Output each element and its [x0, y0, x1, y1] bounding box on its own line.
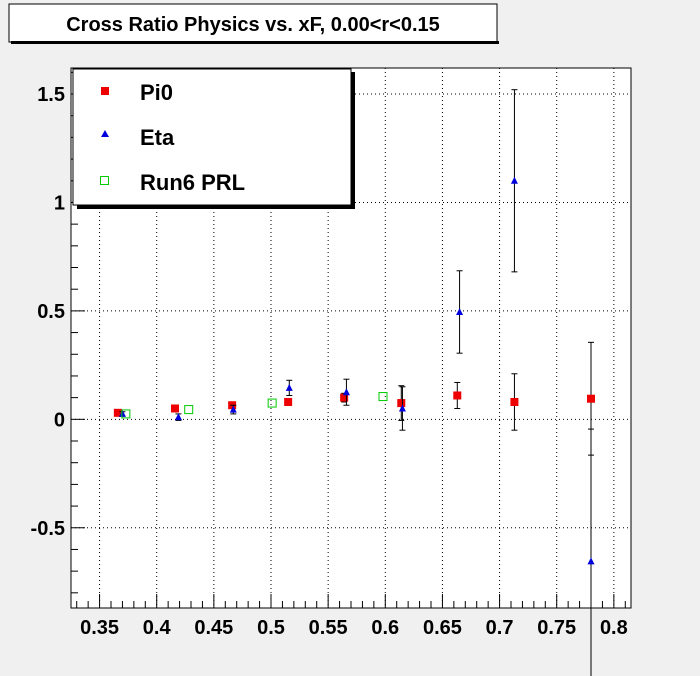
legend-frame [72, 68, 352, 206]
title-box-shadow [11, 41, 499, 44]
y-tick-label: 1.5 [37, 84, 65, 106]
pi0-point [284, 397, 293, 406]
x-tick-label: 0.55 [309, 617, 348, 639]
eta-point [118, 409, 126, 417]
pi0-point [453, 391, 462, 400]
y-tick-label: 1 [54, 192, 65, 214]
eta-point [456, 307, 464, 315]
x-tick-label: 0.45 [194, 617, 233, 639]
title-box-frame [8, 3, 498, 43]
run6-prl-point [267, 398, 277, 408]
legend-marker-eta [101, 130, 109, 137]
legend-label-run6-prl: Run6 PRL [140, 170, 245, 195]
legend-shadow-right [351, 72, 355, 209]
eta-point [342, 388, 350, 396]
run6-prl-point [378, 392, 388, 402]
title-box: Cross Ratio Physics vs. xF, 0.00<r<0.15 [8, 3, 499, 44]
run6-prl-point [184, 405, 194, 415]
pi0-point [397, 399, 406, 408]
pi0-point [587, 394, 595, 403]
legend-marker-run6-prl [100, 176, 109, 185]
eta-point [587, 557, 595, 565]
run6-prl-point [121, 409, 131, 419]
x-tick-label: 0.35 [80, 617, 119, 639]
eta-point [285, 383, 293, 391]
axes: 0.35 0.4 0.45 0.5 0.55 0.6 0.65 0.7 0.75 0.8 -0.5 0… [31, 71, 628, 639]
pi0-point [171, 404, 179, 413]
pi0-point [510, 397, 519, 406]
legend-label-pi0: Pi0 [140, 80, 173, 105]
x-tick-label: 0.6 [371, 617, 399, 639]
eta-point [398, 404, 406, 412]
eta-point [229, 405, 237, 413]
pi0-point [340, 393, 349, 402]
y-tick-label: 0 [54, 409, 65, 431]
y-tick-label: -0.5 [31, 518, 65, 540]
legend-shadow-bottom [77, 205, 355, 209]
eta-point [510, 176, 518, 184]
pi0-point [113, 408, 122, 417]
y-tick-label: 0.5 [37, 301, 65, 323]
eta-point [174, 413, 182, 421]
legend: Pi0 Eta Run6 PRL [72, 68, 355, 209]
legend-marker-pi0 [101, 87, 109, 95]
x-tick-label: 0.65 [423, 617, 462, 639]
x-tick-label: 0.8 [600, 617, 628, 639]
data-layer [113, 89, 595, 676]
x-tick-label: 0.4 [143, 617, 172, 639]
legend-label-eta: Eta [140, 125, 175, 150]
chart-title: Cross Ratio Physics vs. xF, 0.00<r<0.15 [66, 14, 440, 36]
x-tick-label: 0.75 [537, 617, 576, 639]
x-tick-label: 0.7 [486, 617, 514, 639]
x-tick-label: 0.5 [257, 617, 285, 639]
